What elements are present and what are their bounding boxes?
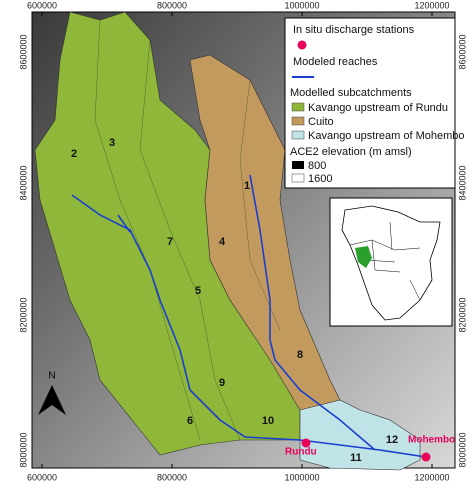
x-coordinate-label: 1200000: [414, 0, 449, 10]
subcatchment-mohembo: [299, 399, 421, 471]
subcatchment-number: 2: [71, 148, 77, 160]
station-dot: [421, 452, 431, 462]
legend-item: Cuito: [308, 116, 334, 128]
y-coordinate-label: 8000000: [457, 432, 467, 467]
legend-item: 1600: [308, 173, 332, 185]
y-coordinate-label: 8600000: [457, 34, 467, 69]
legend: In situ discharge stations Modeled reach…: [284, 17, 465, 189]
north-label: N: [48, 371, 55, 382]
modeled-reaches: [71, 174, 427, 458]
y-coordinate-label: 8200000: [18, 297, 28, 332]
x-coordinate-label: 1000000: [284, 472, 319, 482]
x-coordinate-label: 600000: [27, 472, 57, 482]
x-coordinate-label: 1000000: [284, 0, 319, 10]
subcatchment-number: 12: [386, 434, 398, 446]
x-coordinate-label: 800000: [157, 0, 187, 10]
y-coordinate-label: 8000000: [18, 432, 28, 467]
subcatchment-number: 8: [297, 349, 303, 361]
subcatchment-number: 10: [262, 415, 274, 427]
inset-map: [329, 197, 453, 327]
station-label: Rundu: [285, 447, 317, 458]
x-coordinate-label: 1200000: [414, 472, 449, 482]
legend-item: Kavango upstream of Rundu: [308, 102, 448, 114]
subcatchment-number: 1: [244, 180, 250, 192]
subcatchment-number: 4: [219, 236, 226, 248]
subcatchment-number: 11: [350, 452, 362, 464]
station-label: Mohembo: [408, 435, 455, 446]
subcatchment-boundaries: [94, 19, 281, 441]
station-dot: [301, 438, 311, 448]
y-coordinate-label: 8200000: [457, 297, 467, 332]
legend-title: Modelled subcatchments: [290, 87, 412, 99]
subcatchment-number: 9: [219, 377, 225, 389]
y-coordinate-label: 8400000: [457, 165, 467, 200]
legend-title: In situ discharge stations: [293, 24, 415, 36]
subcatchment-number: 6: [187, 415, 193, 427]
legend-title: ACE2 elevation (m amsl): [290, 146, 412, 158]
subcatchment-number: 5: [195, 285, 201, 297]
y-coordinate-label: 8600000: [18, 34, 28, 69]
north-arrow: N: [38, 371, 66, 415]
y-coordinate-label: 8400000: [18, 165, 28, 200]
x-coordinate-label: 600000: [27, 0, 57, 10]
subcatchment-number: 3: [109, 137, 115, 149]
legend-item: Kavango upstream of Mohembo: [308, 130, 465, 142]
legend-item: 800: [308, 160, 326, 172]
x-coordinate-label: 800000: [157, 472, 187, 482]
subcatchment-number: 7: [167, 236, 173, 248]
legend-title: Modeled reaches: [293, 56, 378, 68]
